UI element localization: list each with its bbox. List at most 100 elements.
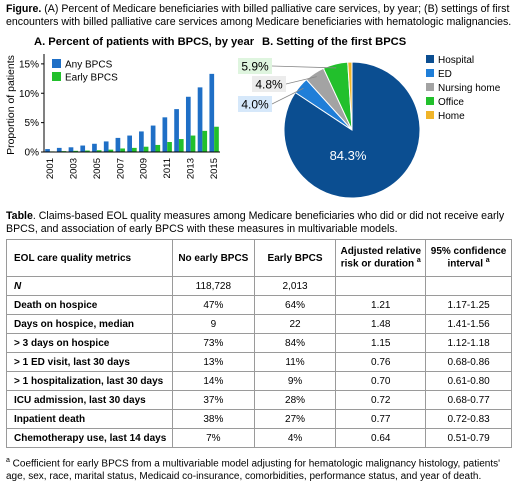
table-header-row: EOL care quality metrics No early BPCS E… — [6, 239, 512, 277]
pie-chart-title: B. Setting of the first BPCS — [262, 36, 407, 48]
x-tick-label: 2005 — [92, 158, 103, 179]
legend-swatch-any-bpcs — [52, 59, 61, 68]
cell-adjusted: 0.72 — [335, 390, 427, 410]
cell-no-early: 47% — [171, 295, 255, 315]
cell-metric: > 3 days on hospice — [6, 333, 173, 353]
legend-swatch-ed — [426, 69, 434, 77]
cell-adjusted: 0.77 — [335, 409, 427, 429]
bar-early-bpcs-2003 — [73, 150, 79, 152]
cell-adjusted: 1.21 — [335, 295, 427, 315]
header-adjusted-sup: a — [416, 257, 421, 265]
cell-ci — [425, 276, 512, 296]
cell-no-early: 9 — [171, 314, 255, 334]
bar-any-bpcs-2001 — [45, 149, 50, 152]
pie-callout-box — [238, 96, 272, 112]
legend-swatch-office — [426, 97, 434, 105]
legend-swatch-nursing-home — [426, 83, 434, 91]
x-tick-label: 2001 — [45, 158, 56, 179]
cell-adjusted: 1.15 — [335, 333, 427, 353]
bar-early-bpcs-2006 — [108, 149, 114, 152]
cell-early: 27% — [253, 409, 337, 429]
table-row: > 1 ED visit, last 30 days 13% 11% 0.76 0.68… — [6, 352, 512, 372]
cell-no-early: 118,728 — [171, 276, 255, 296]
header-metric: EOL care quality metrics — [6, 239, 173, 277]
cell-metric: Inpatient death — [6, 409, 173, 429]
x-tick-label: 2009 — [139, 158, 150, 179]
bar-early-bpcs-2004 — [85, 150, 90, 152]
header-no-early-bpcs: No early BPCS — [171, 239, 255, 277]
cell-metric: > 1 hospitalization, last 30 days — [6, 371, 173, 391]
table-footnote: a Coefficient for early BPCS from a mult… — [6, 455, 516, 483]
cell-ci: 0.68-0.77 — [425, 390, 512, 410]
y-tick-label: 5% — [25, 118, 40, 129]
table-body: N 118,728 2,013 Death on hospice 47% 64% 1.21 1… — [6, 276, 512, 448]
cell-adjusted: 1.48 — [335, 314, 427, 334]
x-tick-label: 2003 — [68, 158, 79, 179]
legend-swatch-hospital — [426, 55, 434, 63]
x-tick-label: 2015 — [209, 158, 220, 179]
table-row: > 1 hospitalization, last 30 days 14% 9% 0.… — [6, 371, 512, 391]
bar-chart: Proportion of patients 0% 5% 10% 15% 2001 2003… — [5, 54, 220, 179]
cell-early: 9% — [253, 371, 337, 391]
bar-any-bpcs-2002 — [56, 147, 62, 152]
pie-callout-box — [238, 58, 272, 74]
header-early-bpcs: Early BPCS — [253, 239, 337, 277]
bar-any-bpcs-2003 — [68, 147, 74, 152]
bar-any-bpcs-2006 — [103, 141, 109, 152]
cell-no-early: 7% — [171, 428, 255, 448]
cell-early: 22 — [253, 314, 337, 334]
cell-ci: 1.12-1.18 — [425, 333, 512, 353]
pie-slice-home — [347, 61, 353, 131]
bar-any-bpcs-2010 — [150, 125, 156, 152]
eol-quality-table: EOL care quality metrics No early BPCS E… — [6, 239, 512, 448]
footnote-sup: a — [6, 457, 10, 464]
cell-early: 11% — [253, 352, 337, 372]
cell-early: 64% — [253, 295, 337, 315]
legend-swatch-early-bpcs — [52, 72, 61, 81]
cell-early: 2,013 — [253, 276, 337, 296]
table-row: Chemotherapy use, last 14 days 7% 4% 0.64 0.… — [6, 428, 512, 448]
bar-early-bpcs-2007 — [120, 148, 125, 152]
cell-adjusted: 0.70 — [335, 371, 427, 391]
bar-chart-title: A. Percent of patients with BPCS, by yea… — [34, 36, 255, 48]
y-tick-label: 0% — [25, 148, 40, 159]
cell-ci: 0.61-0.80 — [425, 371, 512, 391]
cell-adjusted: 0.76 — [335, 352, 427, 372]
bar-early-bpcs-2012 — [178, 139, 184, 152]
table-row: N 118,728 2,013 — [6, 276, 512, 296]
table-caption: Table. Claims-based EOL quality measures… — [6, 210, 514, 236]
bar-early-bpcs-2014 — [202, 130, 208, 152]
x-tick-label: 2013 — [186, 158, 197, 179]
cell-adjusted — [335, 276, 427, 296]
header-ci-label: 95% confidence interval — [430, 246, 507, 270]
pie-label-office: 5.9% — [241, 60, 269, 74]
bar-early-bpcs-2015 — [214, 126, 219, 152]
figure-caption-text: (A) Percent of Medicare beneficiaries wi… — [6, 3, 512, 28]
table-row: Inpatient death 38% 27% 0.77 0.72-0.83 — [6, 409, 512, 429]
figure-caption: Figure. (A) Percent of Medicare benefici… — [6, 3, 514, 29]
pie-callout-line — [271, 87, 304, 105]
footnote-text: Coefficient for early BPCS from a multiv… — [6, 458, 501, 482]
pie-callout-line — [271, 65, 337, 69]
legend-label-ed: ED — [438, 69, 452, 80]
bar-any-bpcs-2004 — [80, 145, 86, 152]
bar-any-bpcs-2013 — [185, 96, 191, 152]
pie-label-nursing-home: 4.8% — [255, 78, 283, 92]
x-tick-label: 2007 — [115, 158, 126, 179]
legend-label-early-bpcs: Early BPCS — [65, 73, 118, 84]
bar-any-bpcs-2011 — [162, 117, 168, 152]
cell-ci: 1.17-1.25 — [425, 295, 512, 315]
cell-no-early: 13% — [171, 352, 255, 372]
legend-label-any-bpcs: Any BPCS — [65, 60, 113, 71]
pie-chart: 84.3% 5.9% 4.8% 4.0% Hospital ED Nursing home O… — [238, 55, 501, 199]
bar-early-bpcs-2010 — [155, 144, 161, 152]
bar-any-bpcs-2012 — [174, 109, 179, 152]
cell-no-early: 37% — [171, 390, 255, 410]
table-caption-label: Table — [6, 210, 33, 222]
pie-callout-box — [252, 76, 286, 92]
legend-label-office: Office — [438, 97, 464, 108]
cell-no-early: 14% — [171, 371, 255, 391]
cell-metric: > 1 ED visit, last 30 days — [6, 352, 173, 372]
y-tick-label: 10% — [19, 89, 39, 100]
table-row: > 3 days on hospice 73% 84% 1.15 1.12-1.18 — [6, 333, 512, 353]
